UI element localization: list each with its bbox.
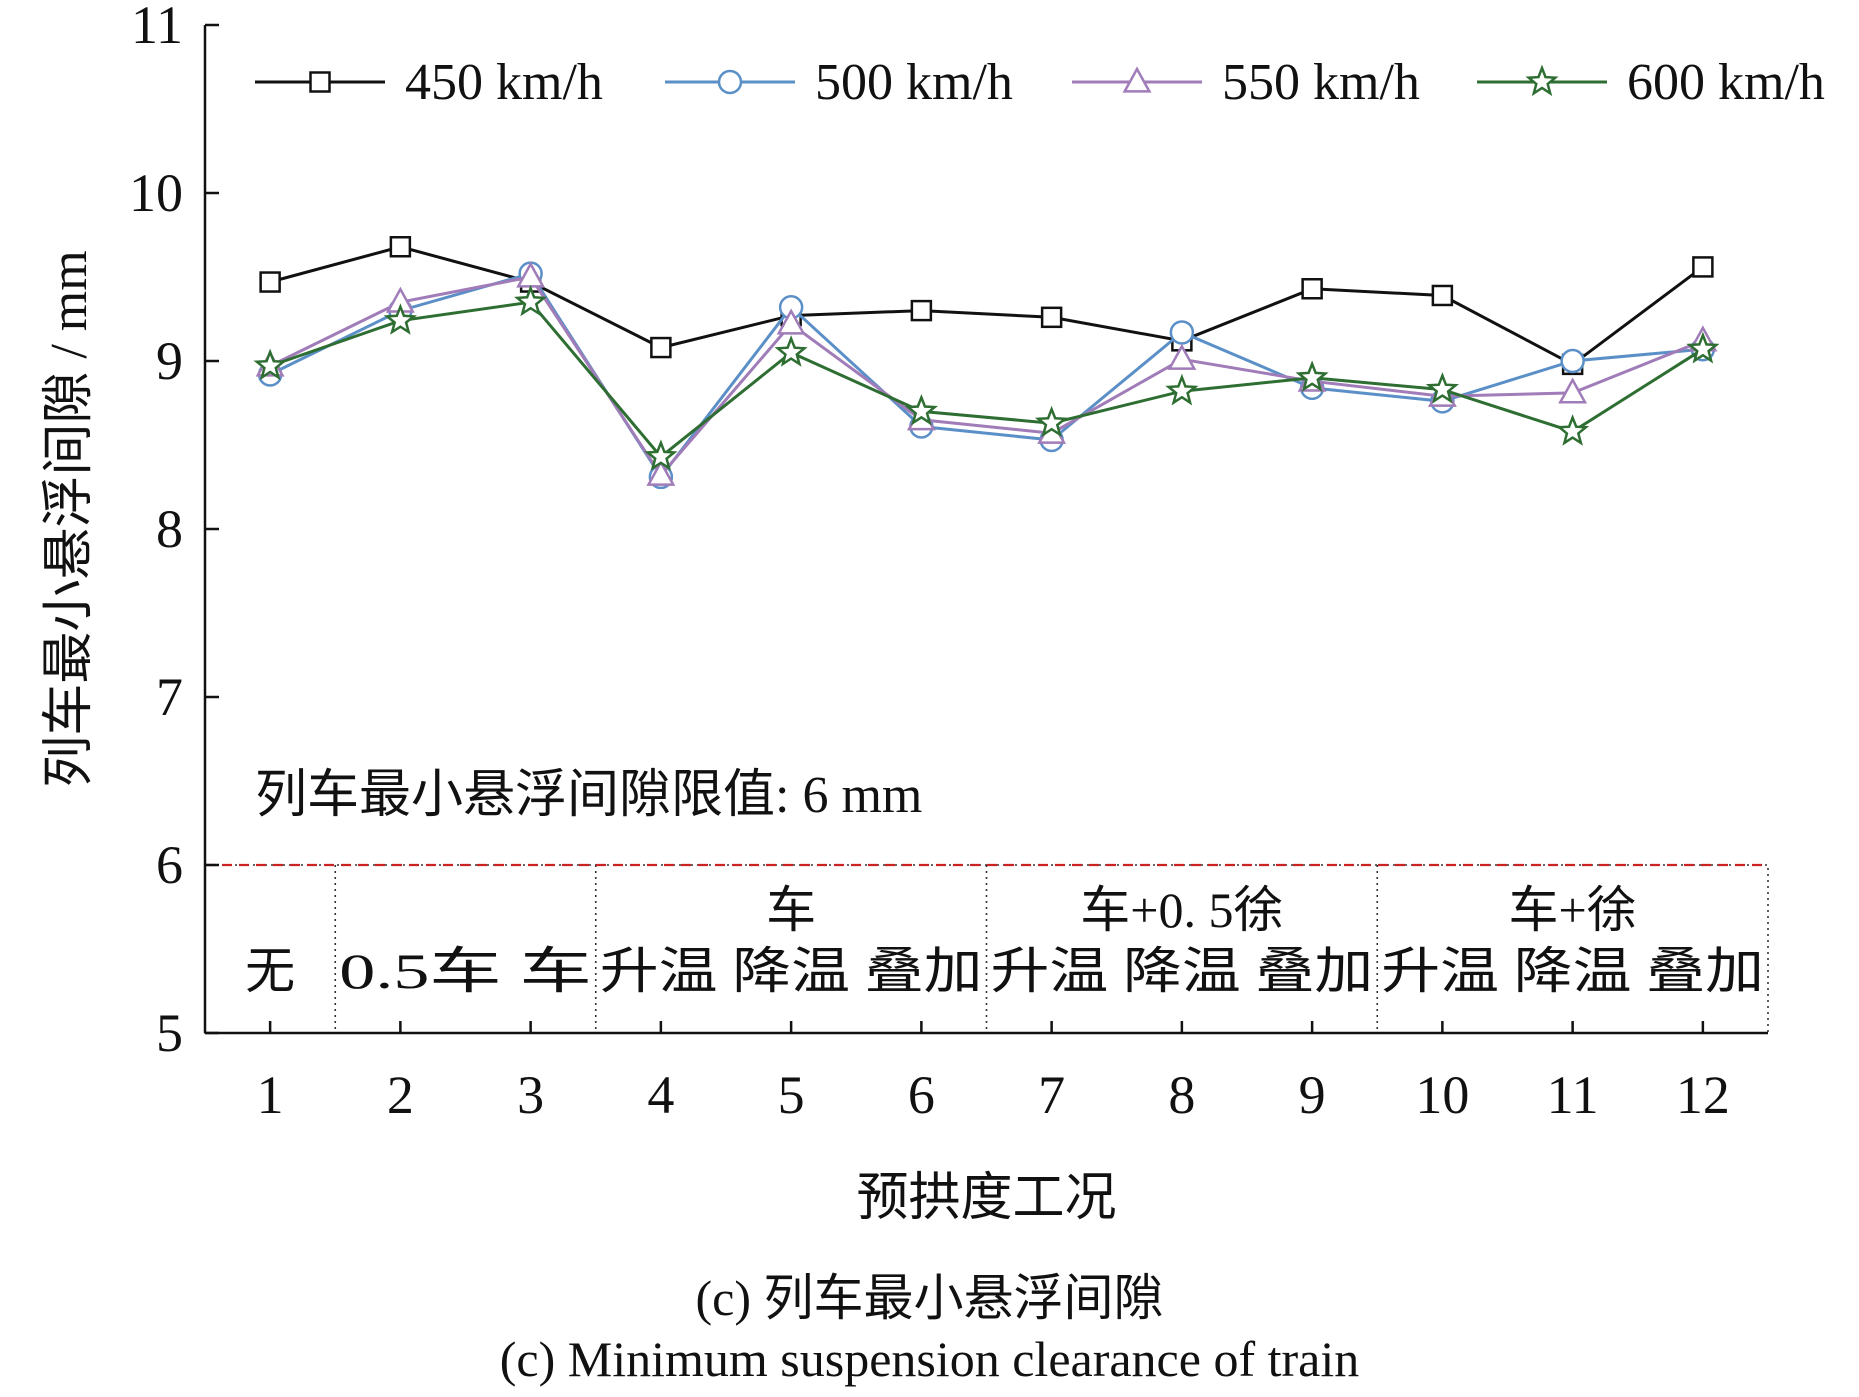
y-tick-label: 5 [156, 1003, 183, 1063]
y-tick-label: 8 [156, 499, 183, 559]
series-1 [259, 236, 1714, 376]
series-point [1167, 343, 1197, 370]
series-point [1169, 320, 1195, 345]
limit-label: 列车最小悬浮间隙限值: 6 mm [255, 767, 922, 824]
y-tick-label: 6 [156, 835, 183, 895]
y-tick-label: 7 [156, 667, 183, 727]
series-point [644, 439, 678, 471]
legend-label: 550 km/h [1222, 54, 1420, 111]
series-point [383, 303, 418, 335]
x-tick-label: 12 [1676, 1065, 1730, 1125]
band-top-label: 车+徐 [1509, 882, 1637, 938]
band-bottom-label: 无 [245, 943, 295, 999]
limit-line-group: 列车最小悬浮间隙限值: 6 mm [205, 767, 1768, 867]
x-tick-label: 6 [908, 1065, 935, 1125]
band-bottom-label: 升温 降温 叠加 [1381, 943, 1764, 999]
legend-label: 600 km/h [1627, 54, 1825, 111]
y-tick-label: 10 [129, 163, 183, 223]
band-bottom-label: 0.5车 车 [339, 943, 592, 999]
series-point [1301, 278, 1323, 300]
y-axis-title: 列车最小悬浮间隙 / mm [41, 250, 98, 787]
series-point [910, 299, 933, 322]
series-point [1692, 256, 1714, 278]
legend-label: 500 km/h [815, 54, 1013, 111]
legend-marker [1122, 66, 1152, 93]
band-bottom-label: 升温 降温 叠加 [600, 943, 983, 999]
series-4 [253, 284, 1720, 471]
series-point [253, 348, 287, 381]
series-point [1040, 306, 1063, 329]
x-tick-label: 10 [1415, 1065, 1469, 1125]
legend-label: 450 km/h [405, 54, 603, 111]
legend-item: 450 km/h [255, 54, 603, 111]
legend-item: 600 km/h [1477, 54, 1825, 111]
series-point [259, 271, 281, 293]
y-tick-label: 11 [131, 0, 183, 55]
x-tick-label: 3 [517, 1065, 544, 1125]
series-point [1555, 414, 1590, 446]
x-tick-label: 11 [1547, 1065, 1599, 1125]
series-point [646, 459, 676, 486]
series-point [1165, 373, 1199, 406]
legend-marker [309, 71, 331, 93]
x-tick-label: 8 [1168, 1065, 1195, 1125]
series-point [1686, 331, 1720, 364]
series-2 [257, 261, 1716, 490]
x-tick-label: 1 [257, 1065, 284, 1125]
series-line [269, 300, 1704, 459]
caption-english: (c) Minimum suspension clearance of trai… [499, 1331, 1360, 1387]
series-point [774, 335, 808, 367]
series-point [1295, 360, 1329, 392]
x-tick-label: 5 [778, 1065, 805, 1125]
series-line [269, 245, 1704, 367]
x-tick-label: 7 [1038, 1065, 1065, 1125]
y-tick-label: 9 [156, 331, 183, 391]
x-tick-label: 4 [647, 1065, 674, 1125]
band-top-label: 车 [766, 882, 816, 938]
band-bottom-label: 升温 降温 叠加 [991, 943, 1374, 999]
series-3 [255, 261, 1718, 486]
series-point [1431, 284, 1454, 307]
caption-chinese: (c) 列车最小悬浮间隙 [695, 1270, 1164, 1326]
series-point [776, 308, 806, 335]
series-line [269, 271, 1704, 480]
series-point [1034, 405, 1069, 438]
x-tick-label: 9 [1299, 1065, 1326, 1125]
series-point [650, 336, 672, 359]
series-point [1560, 348, 1585, 374]
series-line [269, 275, 1704, 478]
series-point [904, 393, 938, 426]
series-group [253, 236, 1720, 490]
band-top-label: 车+0. 5徐 [1080, 882, 1283, 938]
legend-item: 550 km/h [1072, 54, 1420, 111]
x-tick-label: 2 [387, 1065, 414, 1125]
series-point [1425, 372, 1460, 404]
series-point [1558, 377, 1588, 404]
legend: 450 km/h 500 km/h 550 km/h 600 km/h [255, 54, 1825, 111]
series-point [514, 284, 548, 317]
legend-marker [717, 69, 743, 95]
series-point [389, 236, 412, 258]
x-axis-title: 预拱度工况 [856, 1170, 1116, 1227]
legend-item: 500 km/h [665, 54, 1013, 111]
legend-marker [1525, 64, 1559, 97]
